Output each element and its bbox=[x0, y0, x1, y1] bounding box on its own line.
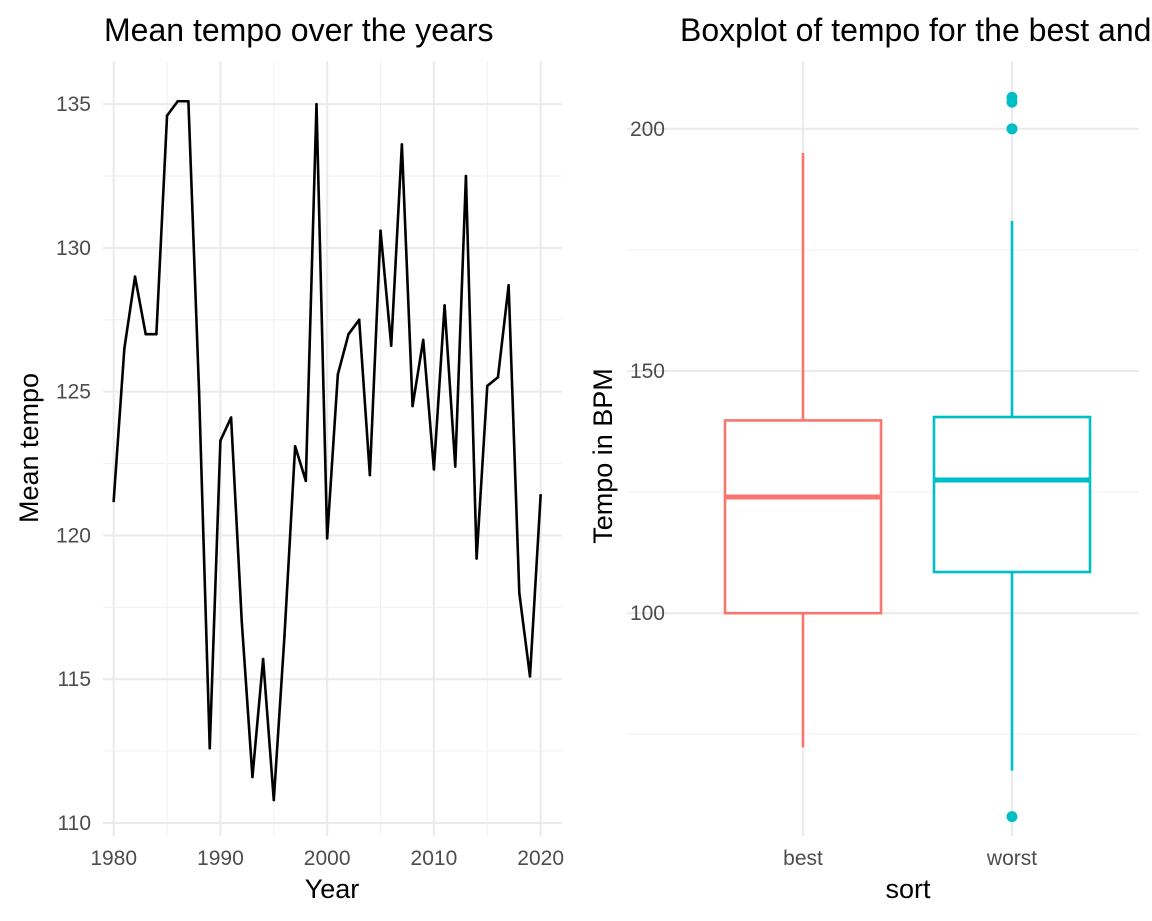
boxplot-y-tick-label: 150 bbox=[630, 360, 665, 383]
mean-tempo-point bbox=[485, 384, 489, 388]
mean-tempo-point bbox=[155, 332, 158, 336]
mean-tempo-point bbox=[336, 373, 340, 376]
line-chart-x-tick-label: 2020 bbox=[517, 847, 564, 870]
boxplot-panel: 100 150 200 best worst Boxplot of tempo for … bbox=[588, 12, 1152, 904]
mean-tempo-point bbox=[475, 557, 478, 560]
boxplot-y-axis-title: Tempo in BPM bbox=[588, 368, 618, 544]
outlier-point bbox=[1006, 91, 1018, 103]
iqr-box bbox=[932, 415, 1092, 574]
mean-tempo-point bbox=[144, 332, 147, 336]
mean-tempo-point bbox=[229, 416, 233, 419]
boxplot-x-tick-label: best bbox=[783, 847, 823, 870]
mean-tempo-point bbox=[518, 591, 521, 595]
mean-tempo-point bbox=[539, 493, 542, 497]
box-best bbox=[723, 153, 883, 748]
line-chart-y-tick-label: 125 bbox=[56, 381, 91, 404]
line-chart-y-tick-label: 130 bbox=[56, 237, 91, 260]
boxplot-marks bbox=[723, 91, 1092, 823]
mean-tempo-point bbox=[208, 746, 212, 750]
mean-tempo-point bbox=[261, 657, 265, 661]
mean-tempo-point bbox=[304, 479, 308, 483]
line-chart-x-tick-label: 2010 bbox=[411, 847, 458, 870]
line-chart-x-axis-title: Year bbox=[305, 874, 360, 904]
line-chart-y-axis-title: Mean tempo bbox=[14, 373, 44, 523]
line-chart-x-tick-label: 1980 bbox=[90, 847, 137, 870]
mean-tempo-point bbox=[453, 465, 457, 468]
mean-tempo-point bbox=[197, 390, 201, 393]
boxplot-title: Boxplot of tempo for the best and worst … bbox=[680, 12, 1152, 48]
line-chart-tick-labels: 1980 1990 2000 2010 2020 110 115 120 125 130 135 bbox=[56, 93, 564, 870]
mean-tempo-point bbox=[251, 775, 254, 779]
mean-tempo-point bbox=[357, 318, 361, 322]
mean-tempo-point bbox=[400, 143, 404, 146]
line-chart-x-tick-label: 2000 bbox=[304, 847, 351, 870]
mean-tempo-point bbox=[315, 102, 318, 106]
mean-tempo-point bbox=[187, 99, 190, 103]
boxplot-y-tick-label: 100 bbox=[630, 602, 665, 625]
mean-tempo-point bbox=[165, 114, 169, 117]
line-chart-x-tick-label: 1990 bbox=[197, 847, 244, 870]
line-chart-panel: 1980 1990 2000 2010 2020 110 115 120 125 130 135 M… bbox=[14, 12, 564, 904]
mean-tempo-point bbox=[411, 404, 414, 408]
mean-tempo-point bbox=[421, 338, 425, 342]
box-worst bbox=[932, 91, 1092, 823]
mean-tempo-point bbox=[528, 675, 532, 678]
mean-tempo-point bbox=[347, 332, 350, 336]
mean-tempo-point bbox=[496, 376, 500, 379]
mean-tempo-point bbox=[176, 99, 180, 103]
line-chart-y-tick-label: 110 bbox=[58, 812, 91, 835]
mean-tempo-point bbox=[240, 620, 244, 624]
mean-tempo-point bbox=[368, 473, 372, 477]
mean-tempo-point bbox=[272, 798, 276, 802]
boxplot-y-tick-label: 200 bbox=[630, 118, 665, 141]
line-chart-y-tick-label: 120 bbox=[56, 524, 91, 547]
boxplot-x-tick-label: worst bbox=[986, 847, 1037, 870]
mean-tempo-point bbox=[283, 634, 286, 638]
outlier-point bbox=[1006, 123, 1018, 135]
line-chart-y-tick-label: 115 bbox=[58, 668, 91, 691]
mean-tempo-point bbox=[379, 229, 382, 232]
mean-tempo-point bbox=[464, 174, 468, 178]
mean-tempo-point bbox=[293, 445, 297, 448]
mean-tempo-point bbox=[325, 537, 329, 540]
mean-tempo-point bbox=[219, 439, 222, 442]
mean-tempo-point bbox=[112, 499, 115, 503]
mean-tempo-point bbox=[443, 304, 446, 307]
iqr-box bbox=[723, 419, 883, 615]
mean-tempo-point bbox=[389, 344, 393, 347]
mean-tempo-point bbox=[123, 347, 126, 350]
mean-tempo-point bbox=[507, 283, 510, 287]
mean-tempo-point bbox=[432, 468, 436, 471]
boxplot-x-axis-title: sort bbox=[885, 874, 931, 904]
mean-tempo-point bbox=[133, 275, 137, 278]
mean-tempo-points bbox=[112, 99, 542, 802]
outlier-point bbox=[1006, 811, 1018, 823]
line-chart-y-tick-label: 135 bbox=[56, 93, 91, 116]
line-chart-title: Mean tempo over the years bbox=[104, 12, 494, 48]
boxplot-tick-labels: 100 150 200 best worst bbox=[630, 118, 1037, 870]
